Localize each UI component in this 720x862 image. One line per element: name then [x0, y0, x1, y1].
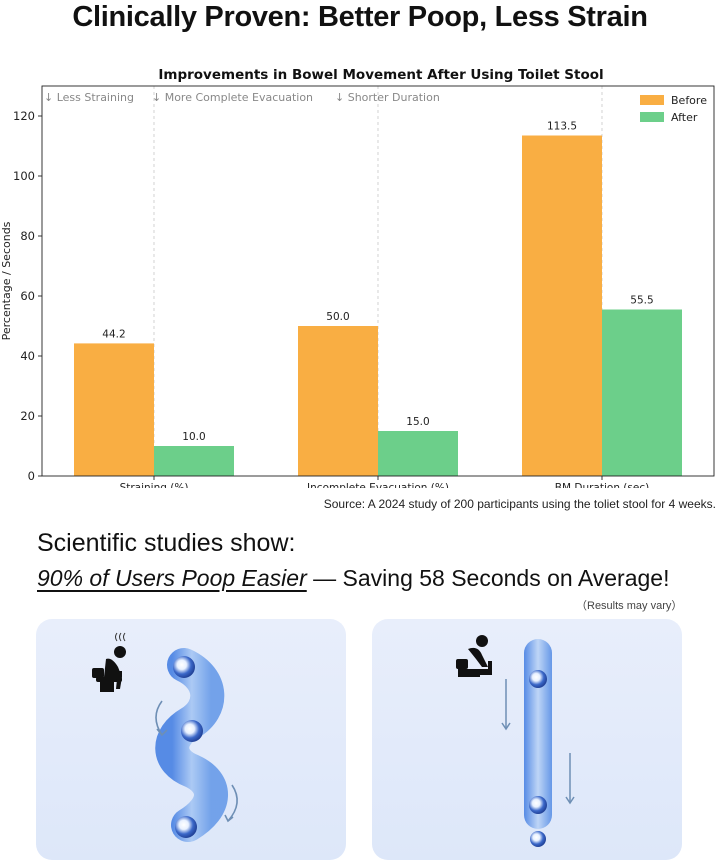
curved-colon-illustration — [155, 648, 228, 842]
y-tick-label: 60 — [20, 289, 35, 303]
bar-before — [74, 343, 154, 476]
y-tick-label: 80 — [20, 229, 35, 243]
bar-before — [522, 135, 602, 476]
down-arrow-icon — [501, 679, 575, 805]
illustration-panel-with-stool — [372, 619, 682, 860]
bar-chart: Improvements in Bowel Movement After Usi… — [0, 67, 715, 488]
x-tick-label: Incomplete Evacuation (%) — [307, 482, 449, 488]
y-tick-label: 40 — [20, 349, 35, 363]
straight-colon-illustration — [524, 639, 552, 829]
bar-value-label: 55.5 — [630, 295, 653, 307]
chart-annotations: ↓ Less Straining ↓ More Complete Evacuati… — [44, 91, 440, 104]
claim-line: 90% of Users Poop Easier — Saving 58 Sec… — [37, 565, 669, 592]
bar-after — [602, 309, 682, 476]
chart-annotation: ↓ More Complete Evacuation — [152, 91, 313, 104]
chart-title: Improvements in Bowel Movement After Usi… — [158, 67, 603, 83]
y-tick-label: 0 — [28, 469, 35, 483]
legend-label: Before — [671, 94, 707, 107]
bar-after — [378, 431, 458, 476]
chart-axes: 0 20 40 60 80 100 120 Straining (%) Incomplete E… — [13, 85, 715, 488]
chart-annotation: ↓ Less Straining — [44, 91, 134, 104]
x-tick-label: BM Duration (sec) — [555, 482, 649, 488]
chart-value-labels: 44.2 50.0 113.5 10.0 15.0 55.5 — [102, 121, 653, 444]
results-disclaimer: （Results may vary） — [576, 600, 683, 612]
illustration-panel-without-stool — [36, 619, 346, 860]
claim-highlight: 90% of Users Poop Easier — [37, 565, 307, 591]
chart-bars — [74, 135, 682, 476]
y-tick-label: 100 — [13, 169, 35, 183]
y-tick-label: 120 — [13, 109, 35, 123]
legend-swatch — [640, 112, 664, 122]
bar-value-label: 15.0 — [406, 416, 429, 428]
y-axis-label: Percentage / Seconds — [0, 221, 13, 340]
bar-value-label: 113.5 — [547, 121, 577, 133]
person-squatting-on-stool-icon — [456, 635, 492, 677]
legend-swatch — [640, 95, 664, 105]
studies-heading: Scientific studies show: — [37, 529, 296, 557]
chart-annotation: ↓ Shorter Duration — [335, 91, 440, 104]
claim-rest: — Saving 58 Seconds on Average! — [306, 565, 670, 591]
x-tick-label: Straining (%) — [120, 482, 189, 488]
y-tick-label: 20 — [20, 409, 35, 423]
person-straining-on-toilet-icon — [92, 632, 126, 692]
bar-value-label: 44.2 — [102, 328, 125, 340]
page-headline: Clinically Proven: Better Poop, Less Str… — [72, 1, 648, 33]
curved-arrow-icon — [155, 700, 238, 823]
bar-before — [298, 326, 378, 476]
chart-legend: Before After — [640, 94, 707, 124]
source-note: Source: A 2024 study of 200 participants… — [323, 497, 716, 511]
bar-value-label: 50.0 — [326, 311, 349, 323]
bar-value-label: 10.0 — [182, 431, 205, 443]
legend-label: After — [671, 111, 698, 124]
bar-after — [154, 446, 234, 476]
